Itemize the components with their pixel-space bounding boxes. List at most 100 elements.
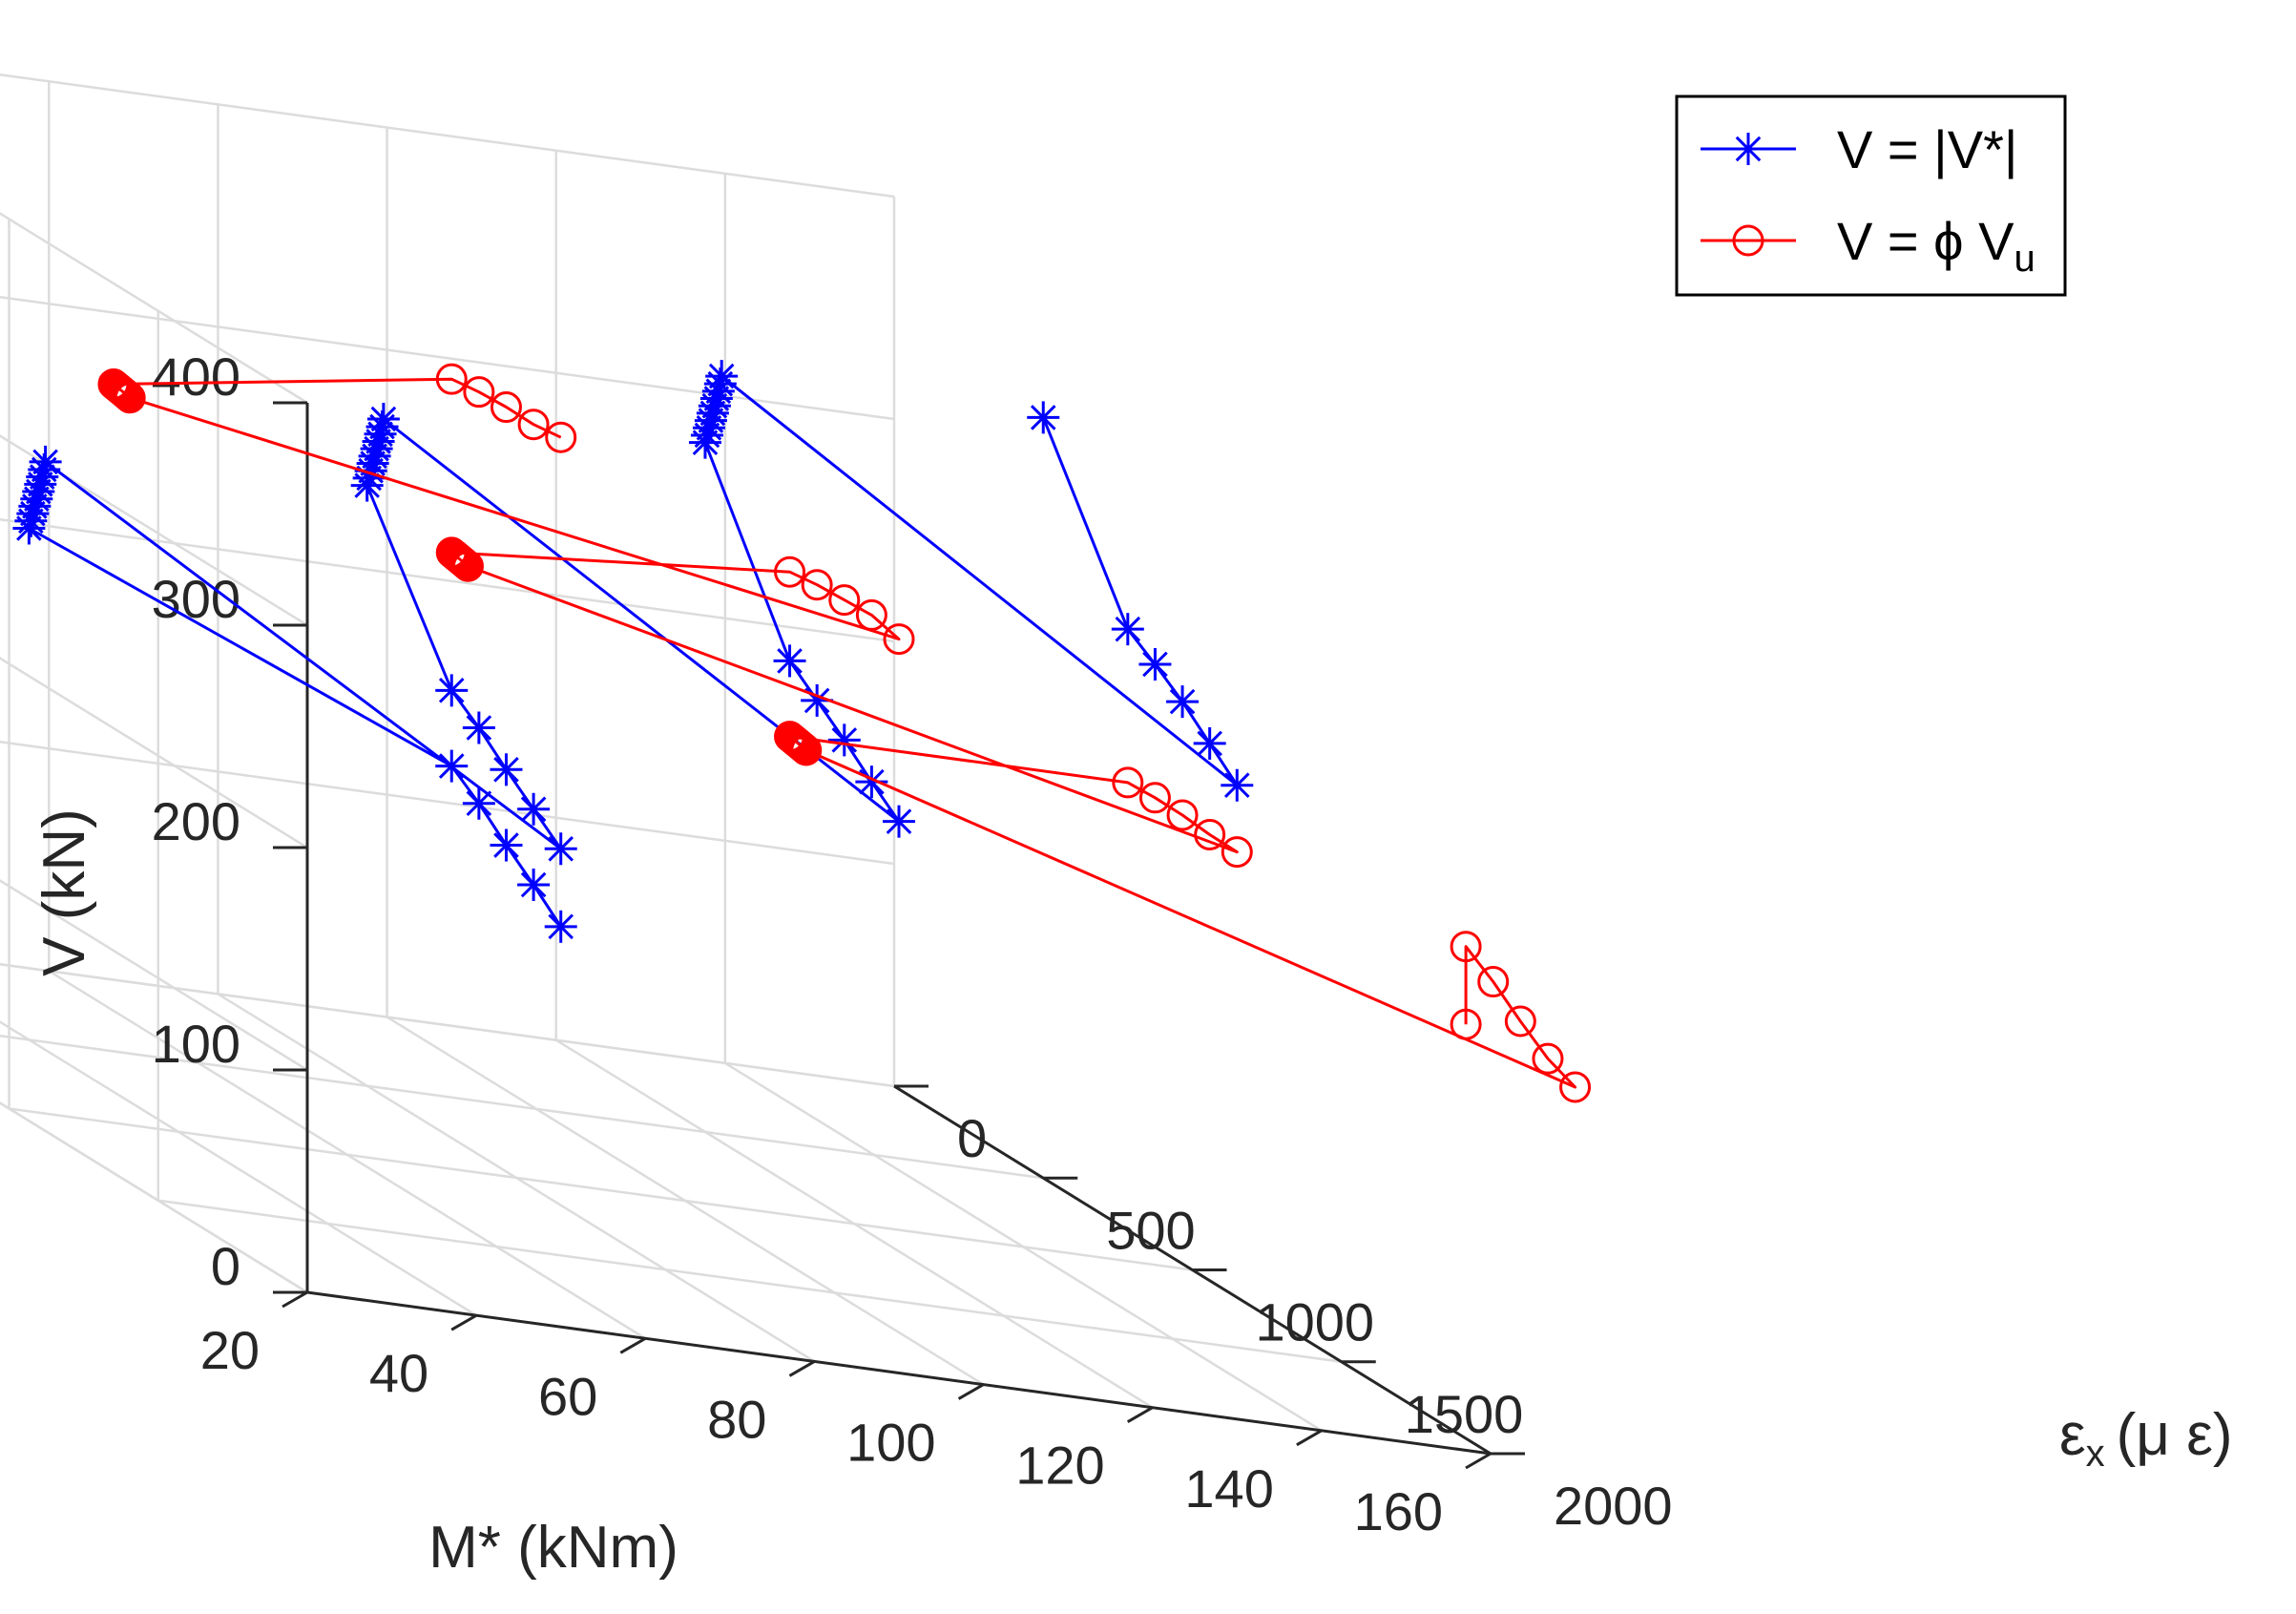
x-axis-title: M* (kNm) (428, 1515, 678, 1581)
asterisk-stroke (1735, 136, 1762, 162)
y-axis-title-symbol: ε (2059, 1402, 2086, 1468)
data-point-asterisk (855, 765, 888, 799)
asterisk-stroke (438, 753, 465, 779)
data-point-circle (443, 542, 475, 575)
gridline-side-z (0, 1101, 308, 1294)
data-point-asterisk (462, 711, 495, 744)
data-point-circle (103, 372, 136, 405)
data-point-asterisk (435, 674, 469, 707)
y-axis-title-subscript: x (2086, 1433, 2105, 1475)
data-point-circle (111, 379, 143, 411)
legend-asterisk-marker (1732, 133, 1764, 165)
y-axis-title-unit: (μ ε) (2117, 1402, 2233, 1468)
y-tick-label: 0 (957, 1108, 987, 1168)
data-point-asterisk (490, 828, 523, 862)
data-point-asterisk (705, 360, 739, 393)
data-point-asterisk (1138, 647, 1172, 681)
gridline-back-z (0, 518, 895, 643)
data-point-asterisk (366, 403, 400, 436)
gridline-floor-y (0, 963, 895, 1088)
data-point-asterisk (462, 786, 495, 820)
asterisk-stroke (548, 913, 574, 940)
asterisk-stroke (859, 768, 885, 795)
asterisk-stroke (804, 687, 830, 714)
asterisk-stroke (886, 808, 912, 834)
data-point-asterisk (827, 723, 861, 757)
x-tick-label: 160 (1354, 1481, 1443, 1541)
legend-label-red-subscript: u (2014, 238, 2035, 280)
data-point-circle (445, 544, 477, 576)
data-point-circle (774, 555, 806, 588)
data-layer (12, 360, 1592, 1103)
data-point-circle (517, 409, 550, 441)
legend-asterisk-glyph (1732, 133, 1764, 165)
legend-label-blue: V = |V*| (1837, 119, 2017, 179)
x-axis-line (306, 1290, 1492, 1456)
x-tick-label: 100 (846, 1413, 935, 1473)
asterisk-stroke (1115, 616, 1141, 642)
data-point-asterisk (29, 445, 62, 478)
asterisk-stroke (466, 790, 492, 817)
gridline-side-z (0, 434, 308, 627)
asterisk-stroke (831, 727, 858, 753)
data-point-circle (1477, 966, 1510, 998)
legend-label-red-text: V = ϕ V (1837, 211, 2014, 271)
y-axis-title: εx (μ ε) (2059, 1402, 2233, 1475)
data-point-asterisk (1166, 685, 1200, 719)
asterisk-stroke (520, 871, 547, 898)
asterisk-stroke (438, 678, 465, 703)
z-tick-label: 400 (152, 346, 240, 407)
legend-box (1675, 94, 2067, 297)
data-point-asterisk (517, 869, 551, 902)
z-tick-label: 100 (152, 1014, 240, 1074)
legend-label-red: V = ϕ Vu (1837, 211, 2035, 280)
asterisk-stroke (777, 648, 803, 674)
asterisk-stroke (1169, 688, 1196, 715)
data-point-circle (1221, 836, 1253, 869)
data-point-circle (801, 569, 833, 601)
legend-circle-marker (1732, 224, 1764, 257)
data-point-circle (790, 734, 823, 766)
data-point-asterisk (544, 910, 577, 943)
asterisk-stroke (708, 363, 735, 389)
gridline-side-z (0, 657, 308, 849)
x-tick (957, 1383, 985, 1400)
data-point-circle (1138, 782, 1171, 814)
data-point-circle (786, 731, 819, 764)
x-tick (450, 1313, 477, 1331)
gridline-floor-x (0, 1101, 308, 1294)
asterisk-stroke (520, 796, 547, 823)
data-point-circle (490, 391, 522, 424)
axes-layer (273, 401, 1525, 1470)
data-point-circle (1166, 799, 1199, 831)
data-point-asterisk (435, 749, 469, 783)
data-point-asterisk (1111, 613, 1144, 646)
gridline-floor-y (9, 1107, 1193, 1271)
y-tick-label: 2000 (1554, 1476, 1673, 1536)
gridline-floor-y (0, 1034, 1044, 1180)
x-tick-label: 140 (1184, 1458, 1273, 1519)
data-point-circle (114, 382, 146, 414)
x-tick-label: 60 (538, 1366, 597, 1426)
data-point-circle (783, 728, 815, 761)
data-point-circle (779, 725, 811, 758)
asterisk-stroke (548, 835, 574, 862)
x-tick (282, 1290, 308, 1309)
y-tick-label: 1500 (1405, 1384, 1524, 1444)
data-point-circle (1504, 1005, 1536, 1038)
x-tick-label: 40 (369, 1343, 428, 1403)
gridline-floor-y (157, 1199, 1342, 1363)
y-tick-label: 500 (1106, 1200, 1195, 1260)
gridline-side-z (0, 212, 308, 405)
data-point-circle (784, 729, 817, 762)
asterisk-stroke (493, 832, 519, 858)
data-point-asterisk (544, 832, 577, 866)
z-tick-label: 200 (152, 791, 240, 851)
x-tick (1296, 1429, 1323, 1447)
data-point-circle (107, 376, 139, 409)
data-point-asterisk (1193, 726, 1226, 760)
data-point-circle (435, 363, 468, 395)
data-point-asterisk (517, 792, 551, 826)
data-point-circle (451, 550, 484, 582)
